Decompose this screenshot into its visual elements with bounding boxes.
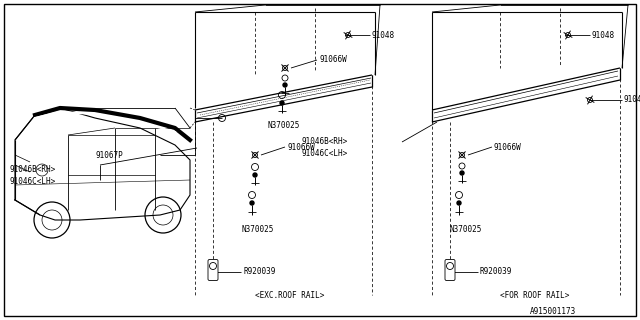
Text: 91046B<RH>: 91046B<RH> [10, 165, 56, 174]
FancyBboxPatch shape [208, 260, 218, 281]
Text: 91046B<RH>: 91046B<RH> [302, 138, 348, 147]
Text: N370025: N370025 [267, 121, 300, 130]
Text: R920039: R920039 [480, 268, 513, 276]
Text: 91046C<LH>: 91046C<LH> [302, 149, 348, 158]
Text: <EXC.ROOF RAIL>: <EXC.ROOF RAIL> [255, 291, 324, 300]
FancyBboxPatch shape [445, 260, 455, 281]
Circle shape [283, 83, 287, 87]
Text: R920039: R920039 [243, 268, 275, 276]
Circle shape [253, 173, 257, 177]
Text: N370025: N370025 [449, 226, 481, 235]
Text: A915001173: A915001173 [530, 308, 576, 316]
Text: 91066W: 91066W [319, 55, 347, 65]
Text: 91048: 91048 [372, 30, 395, 39]
Text: 91048: 91048 [592, 30, 615, 39]
Text: 91066W: 91066W [494, 142, 522, 151]
Circle shape [457, 201, 461, 205]
Text: 91067P: 91067P [95, 150, 123, 159]
Text: <FOR ROOF RAIL>: <FOR ROOF RAIL> [500, 291, 570, 300]
Text: 91046C<LH>: 91046C<LH> [10, 178, 56, 187]
Circle shape [460, 171, 464, 175]
Text: N370025: N370025 [242, 226, 275, 235]
Circle shape [280, 101, 284, 105]
Text: 91048: 91048 [624, 95, 640, 105]
Text: 91066W: 91066W [287, 142, 315, 151]
Circle shape [250, 201, 254, 205]
